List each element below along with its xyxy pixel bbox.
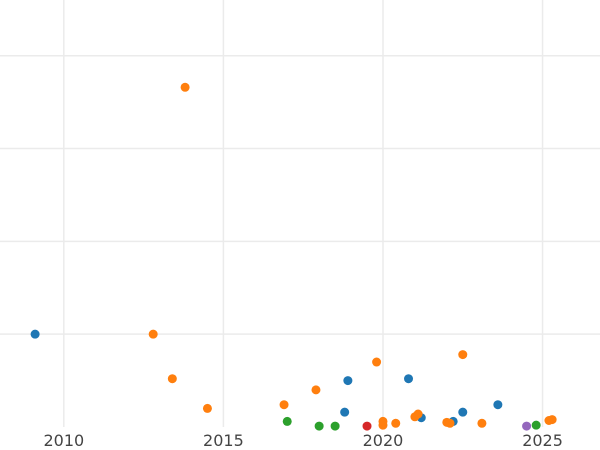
data-point-s1-p4 bbox=[279, 400, 289, 410]
data-point-s0-p7 bbox=[493, 400, 503, 410]
data-point-s1-p5 bbox=[311, 385, 321, 395]
data-point-s1-p6 bbox=[372, 357, 382, 367]
data-point-s2-p3 bbox=[531, 420, 541, 430]
data-point-s0-p1 bbox=[340, 407, 350, 417]
x-tick-label: 2020 bbox=[363, 431, 404, 450]
data-point-s0-p0 bbox=[30, 329, 40, 339]
data-point-s0-p2 bbox=[343, 376, 353, 386]
data-point-s1-p1 bbox=[167, 374, 177, 384]
data-point-s0-p3 bbox=[404, 374, 414, 384]
data-point-s0-p6 bbox=[458, 407, 468, 417]
data-point-s1-p3 bbox=[202, 403, 212, 413]
data-point-s4-p0 bbox=[522, 421, 532, 431]
data-point-s2-p2 bbox=[330, 421, 340, 431]
data-point-s1-p15 bbox=[477, 418, 487, 428]
data-point-s1-p14 bbox=[458, 350, 468, 360]
data-point-s1-p2 bbox=[180, 82, 190, 92]
x-tick-label: 2010 bbox=[43, 431, 84, 450]
data-point-s1-p9 bbox=[391, 418, 401, 428]
data-point-s1-p13 bbox=[445, 418, 455, 428]
data-point-s3-p0 bbox=[362, 421, 372, 431]
grid bbox=[0, 0, 600, 427]
data-point-s2-p1 bbox=[314, 421, 324, 431]
data-point-s1-p11 bbox=[413, 409, 423, 419]
x-tick-label: 2025 bbox=[522, 431, 563, 450]
data-point-s1-p0 bbox=[148, 329, 158, 339]
data-points bbox=[30, 82, 557, 431]
x-axis-ticks: 2010 2015 2020 2025 bbox=[43, 431, 562, 450]
data-point-s1-p17 bbox=[547, 415, 557, 425]
data-point-s2-p0 bbox=[282, 416, 292, 426]
data-point-s1-p8 bbox=[378, 416, 388, 426]
x-tick-label: 2015 bbox=[203, 431, 244, 450]
